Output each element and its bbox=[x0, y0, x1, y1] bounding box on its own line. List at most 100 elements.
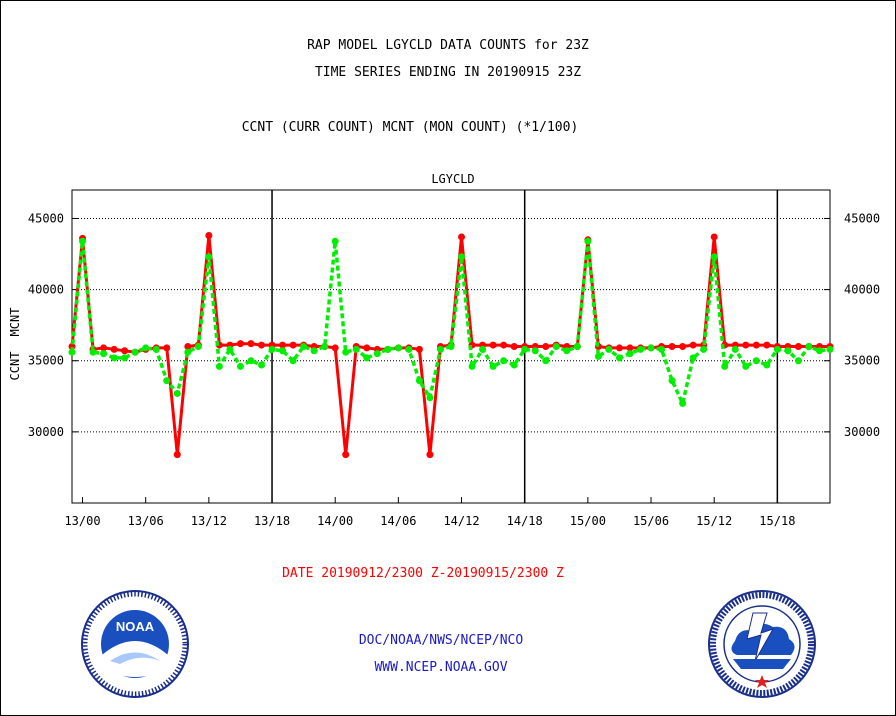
y-tick-label-left: 40000 bbox=[28, 283, 64, 297]
data-point-mcnt bbox=[815, 347, 823, 355]
data-point-mcnt bbox=[500, 357, 508, 365]
data-point-mcnt bbox=[573, 343, 581, 350]
data-point-ccnt bbox=[763, 341, 771, 349]
x-tick-label: 13/00 bbox=[64, 514, 100, 528]
data-point-mcnt bbox=[479, 345, 487, 353]
data-point-ccnt bbox=[426, 451, 434, 459]
data-point-mcnt bbox=[236, 362, 244, 370]
data-point-mcnt bbox=[184, 348, 192, 356]
data-point-ccnt bbox=[363, 344, 371, 352]
data-point-mcnt bbox=[615, 354, 623, 362]
data-point-mcnt bbox=[258, 361, 265, 369]
data-point-mcnt bbox=[247, 357, 255, 365]
data-point-ccnt bbox=[236, 340, 244, 348]
x-tick-label: 14/12 bbox=[443, 514, 479, 528]
series-layer bbox=[68, 232, 834, 459]
data-point-mcnt bbox=[321, 343, 329, 350]
data-point-mcnt bbox=[742, 362, 750, 370]
y-tick-label-right: 40000 bbox=[844, 283, 880, 297]
chart-title: LGYCLD bbox=[431, 172, 474, 186]
data-point-mcnt bbox=[584, 237, 592, 245]
nws-logo bbox=[708, 590, 816, 698]
data-point-ccnt bbox=[279, 341, 287, 349]
data-point-mcnt bbox=[721, 362, 729, 370]
y-tick-label-right: 35000 bbox=[844, 354, 880, 368]
data-point-mcnt bbox=[605, 345, 613, 353]
data-point-mcnt bbox=[658, 345, 666, 353]
data-point-mcnt bbox=[510, 361, 518, 369]
data-point-ccnt bbox=[500, 341, 508, 349]
data-point-mcnt bbox=[689, 354, 697, 362]
y-tick-label-left: 30000 bbox=[28, 425, 64, 439]
data-point-mcnt bbox=[310, 347, 318, 355]
x-tick-label: 13/12 bbox=[191, 514, 227, 528]
data-point-mcnt bbox=[826, 345, 834, 353]
x-tick-label: 14/00 bbox=[317, 514, 353, 528]
x-tick-labels: 13/00 13/06 13/12 13/18 14/00 14/06 14/12 14/18… bbox=[64, 514, 795, 528]
org-label: DOC/NOAA/NWS/NCEP/NCO bbox=[358, 633, 524, 648]
y-tick-label-left: 45000 bbox=[28, 211, 64, 225]
data-point-mcnt bbox=[363, 354, 371, 362]
data-point-mcnt bbox=[563, 347, 571, 355]
data-point-mcnt bbox=[215, 362, 223, 370]
noaa-logo: NOAA bbox=[81, 590, 189, 698]
data-point-mcnt bbox=[784, 347, 792, 355]
data-point-mcnt bbox=[79, 237, 87, 245]
data-point-mcnt bbox=[552, 343, 560, 350]
data-point-mcnt bbox=[152, 345, 160, 353]
data-point-ccnt bbox=[289, 341, 297, 349]
data-point-mcnt bbox=[521, 345, 529, 353]
x-tick-label: 13/18 bbox=[254, 514, 290, 528]
data-point-ccnt bbox=[458, 233, 466, 241]
data-point-ccnt bbox=[184, 343, 192, 350]
data-point-ccnt bbox=[121, 347, 129, 355]
data-point-ccnt bbox=[710, 233, 718, 241]
chart-heading-line2: TIME SERIES ENDING IN 20190915 23Z bbox=[314, 65, 582, 80]
y-tick-labels: 30000 30000 35000 35000 40000 40000 45000 45000 bbox=[28, 211, 880, 438]
data-point-mcnt bbox=[89, 348, 97, 356]
ylabel-ccnt: CCNT bbox=[8, 352, 22, 381]
data-point-mcnt bbox=[447, 343, 455, 350]
data-point-mcnt bbox=[121, 354, 129, 362]
y-tick-label-right: 45000 bbox=[844, 211, 880, 225]
data-point-mcnt bbox=[805, 343, 813, 350]
x-tick-label: 15/18 bbox=[759, 514, 795, 528]
data-point-mcnt bbox=[637, 345, 644, 353]
data-point-ccnt bbox=[742, 341, 750, 349]
data-point-mcnt bbox=[668, 377, 676, 385]
x-tick-label: 15/12 bbox=[696, 514, 732, 528]
data-point-ccnt bbox=[679, 343, 687, 350]
data-point-mcnt bbox=[794, 357, 802, 365]
data-point-mcnt bbox=[405, 345, 413, 353]
data-point-mcnt bbox=[142, 344, 150, 352]
data-point-mcnt bbox=[426, 394, 434, 402]
data-point-mcnt bbox=[458, 253, 466, 261]
x-tick-label: 15/00 bbox=[570, 514, 606, 528]
data-point-ccnt bbox=[258, 341, 265, 349]
chart-heading-line1: RAP MODEL LGYCLD DATA COUNTS for 23Z bbox=[307, 38, 589, 53]
data-point-ccnt bbox=[489, 341, 497, 349]
data-point-mcnt bbox=[647, 344, 655, 352]
data-point-mcnt bbox=[626, 350, 634, 358]
data-point-mcnt bbox=[268, 345, 276, 353]
data-point-mcnt bbox=[100, 350, 108, 358]
data-point-mcnt bbox=[679, 399, 687, 407]
x-tick-label: 13/06 bbox=[128, 514, 164, 528]
data-point-mcnt bbox=[226, 345, 234, 353]
data-point-ccnt bbox=[615, 344, 623, 352]
data-point-mcnt bbox=[384, 345, 392, 353]
x-tick-label: 14/06 bbox=[380, 514, 416, 528]
data-point-mcnt bbox=[763, 361, 771, 369]
data-point-mcnt bbox=[773, 345, 781, 353]
data-point-mcnt bbox=[205, 253, 213, 261]
data-point-ccnt bbox=[173, 451, 181, 459]
ylabel-mcnt: MCNT bbox=[8, 308, 22, 337]
data-point-mcnt bbox=[594, 352, 602, 360]
data-point-mcnt bbox=[436, 345, 444, 353]
data-point-mcnt bbox=[289, 357, 297, 365]
data-point-ccnt bbox=[247, 340, 255, 348]
data-point-mcnt bbox=[300, 343, 308, 350]
data-point-mcnt bbox=[110, 354, 118, 362]
data-point-ccnt bbox=[626, 344, 634, 352]
